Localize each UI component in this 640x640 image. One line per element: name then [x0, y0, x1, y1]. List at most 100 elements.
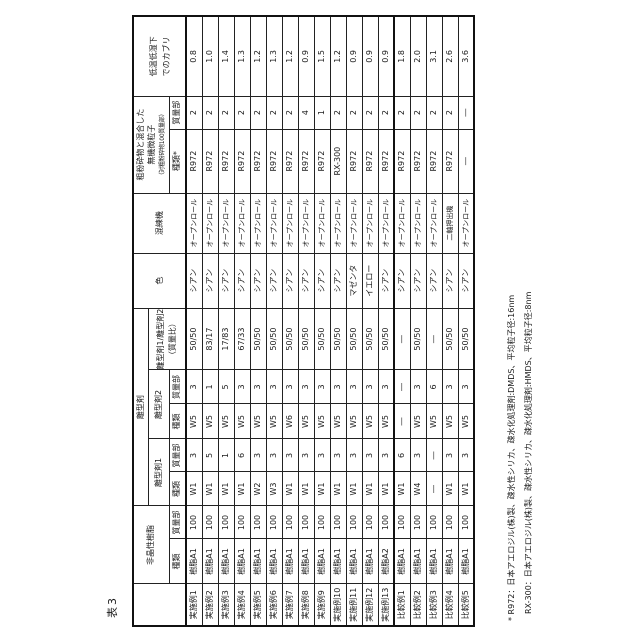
cell: 1.2 [282, 16, 298, 97]
cell: 3 [186, 439, 202, 472]
cell: W1 [202, 472, 218, 506]
header-release2: 離型剤2 [148, 370, 169, 439]
cell: 3 [458, 370, 474, 404]
table-row: 実施例4 樹脂A1 100 W1 6 W5 3 67/33 シアン オープンロール R972 2 1.3 [234, 16, 250, 626]
cell: 3 [410, 370, 426, 404]
cell: 3 [330, 439, 346, 472]
cell: 樹脂A1 [298, 539, 314, 584]
cell: R972 [218, 129, 234, 194]
cell: W5 [442, 404, 458, 439]
cell: 50/50 [362, 308, 378, 370]
cell: 2 [362, 96, 378, 130]
cell: 0.9 [346, 16, 362, 97]
header-release-group: 離型剤 [133, 308, 148, 506]
cell: 2 [202, 96, 218, 130]
cell: オープンロール [410, 193, 426, 254]
cell: オープンロール [202, 193, 218, 254]
cell: 1 [314, 96, 330, 130]
table-row: 実施例12 樹脂A1 100 W1 3 W5 3 50/50 イエロー オープンロール R972 2 0… [362, 16, 378, 626]
silica-group-line2: 無機微粒子 [146, 124, 156, 165]
cell: シアン [234, 253, 250, 309]
row-label: 比較例3 [426, 584, 442, 626]
ratio-line1: 離型剤1/離型剤2 [155, 308, 165, 370]
cell: W5 [362, 404, 378, 439]
ratio-line2: （質量比） [167, 319, 177, 360]
table-row: 実施例3 樹脂A1 100 W1 1 W5 5 17/83 シアン オープンロール R972 2 1.4 [218, 16, 234, 626]
cell: R972 [362, 129, 378, 194]
cell: 樹脂A1 [442, 539, 458, 584]
header-ratio: 離型剤1/離型剤2 （質量比） [148, 308, 186, 370]
cell: W1 [458, 472, 474, 506]
cell: シアン [186, 253, 202, 309]
table-row: 実施例13 樹脂A2 100 W1 3 W5 3 50/50 シアン オープンロール R972 2 0.… [378, 16, 394, 626]
cell: ― [458, 129, 474, 194]
row-label: 実施例2 [202, 584, 218, 626]
cell: イエロー [362, 253, 378, 309]
cell: 3 [298, 370, 314, 404]
table-row: 実施例11 樹脂A1 100 W1 3 W5 3 50/50 マゼンタ オープンロール R972 2 0… [346, 16, 362, 626]
header-kneader: 混練機 [133, 193, 186, 254]
cell: 100 [314, 506, 330, 539]
cell: R972 [314, 129, 330, 194]
cell: 3 [410, 439, 426, 472]
table-row: 比較例4 樹脂A1 100 W1 3 W5 3 50/50 シアン 二軸押出機 R972 2 2.6 [442, 16, 458, 626]
row-label: 実施例4 [234, 584, 250, 626]
cell: 100 [346, 506, 362, 539]
table-row: 実施例2 樹脂A1 100 W1 5 W5 1 83/17 シアン オープンロール R972 2 1.0 [202, 16, 218, 626]
cell: シアン [394, 253, 410, 309]
row-label: 実施例3 [218, 584, 234, 626]
table-row: 比較例1 樹脂A1 100 W1 6 ― ― ― シアン オープンロール R972 2 1.8 [394, 16, 410, 626]
cell: 樹脂A1 [282, 539, 298, 584]
row-label: 実施例8 [298, 584, 314, 626]
row-label: 比較例4 [442, 584, 458, 626]
cell: 2 [394, 96, 410, 130]
cell: オープンロール [218, 193, 234, 254]
cell: 4 [298, 96, 314, 130]
cell: R972 [234, 129, 250, 194]
cell: 50/50 [410, 308, 426, 370]
cell: オープンロール [346, 193, 362, 254]
silica-group-line3: （対粗粉砕物100質量部） [158, 110, 166, 179]
cell: 100 [378, 506, 394, 539]
cell: W1 [282, 472, 298, 506]
cell: シアン [250, 253, 266, 309]
cell: 100 [426, 506, 442, 539]
cell: 樹脂A1 [218, 539, 234, 584]
cell: マゼンタ [346, 253, 362, 309]
cell: 100 [330, 506, 346, 539]
cell: W5 [378, 404, 394, 439]
row-label: 比較例1 [394, 584, 410, 626]
cell: 100 [186, 506, 202, 539]
header-resin-group: 非晶性樹脂 [133, 506, 169, 584]
row-label: 実施例10 [330, 584, 346, 626]
table-row: 実施例5 樹脂A1 100 W2 3 W5 3 50/50 シアン オープンロール R972 2 1.2 [250, 16, 266, 626]
cell: 1 [218, 439, 234, 472]
row-label: 実施例7 [282, 584, 298, 626]
cell: シアン [410, 253, 426, 309]
cell: 3 [266, 439, 282, 472]
cell: 1.8 [394, 16, 410, 97]
cell: シアン [298, 253, 314, 309]
cell: 1.0 [202, 16, 218, 97]
cell: W1 [362, 472, 378, 506]
header-resin-type: 種類 [169, 539, 186, 584]
row-label: 実施例13 [378, 584, 394, 626]
cell: 17/83 [218, 308, 234, 370]
cell: R972 [202, 129, 218, 194]
cell: オープンロール [282, 193, 298, 254]
cell: W1 [378, 472, 394, 506]
cell: 2 [410, 96, 426, 130]
cell: 3 [282, 439, 298, 472]
cell: W3 [266, 472, 282, 506]
cell: 3 [298, 439, 314, 472]
cell: 樹脂A1 [266, 539, 282, 584]
cell: 100 [250, 506, 266, 539]
cell: R972 [250, 129, 266, 194]
table-row: 実施例10 樹脂A1 100 W1 3 W5 3 50/50 シアン オープンロール RX-300 2… [330, 16, 346, 626]
cell: W1 [298, 472, 314, 506]
cell: R972 [346, 129, 362, 194]
header-silica-type: 種類* [169, 129, 186, 194]
cell: 5 [218, 370, 234, 404]
cell: 2.6 [442, 16, 458, 97]
cell: シアン [266, 253, 282, 309]
